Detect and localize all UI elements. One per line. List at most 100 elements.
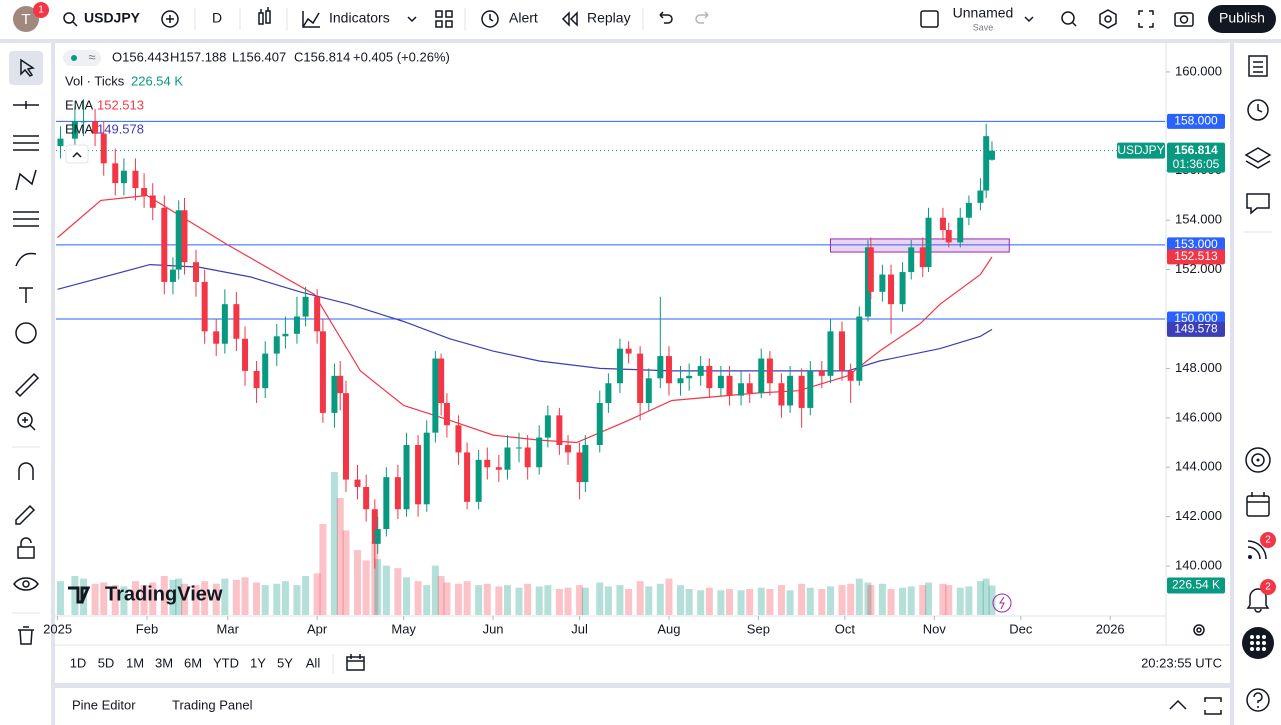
products-button-part[interactable] [1256, 647, 1260, 651]
lock-tool-part[interactable] [20, 537, 32, 547]
interval-button[interactable]: D [212, 10, 222, 26]
hotlists-button-part[interactable] [1245, 447, 1271, 473]
watchlist-button-part[interactable] [1253, 61, 1263, 73]
zoom-tool-part[interactable] [17, 412, 33, 428]
lock-tool[interactable] [17, 537, 35, 559]
cursor-tool[interactable] [20, 58, 35, 77]
alert-button-part[interactable] [481, 10, 499, 28]
indicators-button-part[interactable] [302, 12, 320, 28]
hotlists-button-part[interactable] [1256, 458, 1260, 462]
quick-search-part[interactable] [1061, 11, 1075, 25]
chart-type-button-part[interactable] [260, 7, 269, 13]
chart-type-button[interactable] [258, 7, 271, 25]
products-button-part[interactable] [1262, 635, 1266, 639]
range-button[interactable]: All [306, 655, 321, 670]
watchlist-button-part[interactable] [1248, 55, 1268, 77]
settings-button-part[interactable] [1104, 15, 1112, 23]
products-button-part[interactable] [1250, 635, 1254, 639]
notifications-button[interactable]: 2 [1246, 579, 1276, 613]
bottom-tab[interactable]: Trading Panel [172, 697, 253, 712]
goto-date-button[interactable] [346, 654, 365, 671]
lock-tool-part[interactable] [17, 546, 35, 559]
range-button[interactable]: 6M [184, 655, 202, 670]
calendar-button-part[interactable] [1246, 495, 1270, 517]
layouts-button-part[interactable] [435, 10, 443, 18]
undo-button[interactable] [659, 11, 673, 24]
help-button-part[interactable] [1257, 706, 1259, 708]
draw-lock-tool[interactable] [15, 504, 36, 525]
alerts-button-part[interactable] [1257, 104, 1263, 113]
layouts-button[interactable] [435, 10, 453, 28]
delete-tool[interactable] [18, 626, 34, 645]
news-button[interactable]: 2 [1247, 532, 1276, 560]
help-button[interactable] [1246, 688, 1270, 712]
alert-button-part[interactable] [489, 14, 494, 22]
indicators-button-part[interactable] [302, 11, 320, 28]
products-button-part[interactable] [1256, 635, 1260, 639]
quick-search-part[interactable] [1071, 21, 1077, 27]
collapse-legend-part[interactable] [72, 151, 82, 158]
replay-button-part[interactable] [561, 11, 578, 27]
products-button-part[interactable] [1262, 647, 1266, 651]
notifications-button-part[interactable] [1260, 579, 1276, 595]
snapshot-button-part[interactable] [1179, 15, 1189, 24]
visibility-tool-part[interactable] [13, 577, 39, 591]
layout-name-part[interactable] [1024, 16, 1034, 23]
snapshot-button-part[interactable] [1174, 12, 1194, 27]
layouts-button-part[interactable] [435, 20, 443, 28]
settings-button-part[interactable] [1099, 9, 1117, 29]
watchlist-button[interactable] [1248, 55, 1268, 77]
range-button[interactable]: 1Y [250, 655, 266, 670]
publish-button[interactable]: Publish [1208, 5, 1276, 33]
symbol-search[interactable]: USDJPY [63, 10, 141, 27]
hotlists-button[interactable] [1245, 447, 1271, 473]
panel-maximize-button[interactable] [1204, 697, 1222, 715]
brush-tool[interactable] [15, 252, 37, 267]
products-button-part[interactable] [1250, 647, 1254, 651]
visibility-tool[interactable] [13, 577, 39, 591]
compare-button[interactable] [161, 10, 179, 28]
time-axis-settings-part[interactable] [1196, 627, 1202, 633]
range-button[interactable]: YTD [213, 655, 239, 670]
range-button[interactable]: 5Y [277, 655, 293, 670]
collapse-legend[interactable] [65, 144, 89, 164]
indicators-button[interactable]: Indicators [302, 10, 417, 28]
calendar-button-part[interactable] [1247, 492, 1269, 503]
pattern-tool[interactable] [15, 169, 37, 191]
layouts-button-part[interactable] [445, 20, 453, 28]
avatar-part[interactable] [33, 2, 49, 18]
snapshot-button[interactable] [1174, 12, 1194, 27]
indicators-button-part[interactable] [407, 16, 417, 23]
range-button[interactable]: 5D [98, 655, 115, 670]
emoji-tool[interactable] [15, 322, 37, 344]
hotlists-button-part[interactable] [1251, 453, 1265, 467]
products-button-part[interactable] [1262, 641, 1266, 645]
goto-date-button-part[interactable] [346, 656, 365, 671]
news-button-part[interactable] [1260, 532, 1276, 548]
zoom-tool-part[interactable] [22, 417, 36, 431]
layout-icon[interactable] [920, 10, 939, 28]
products-button[interactable] [1242, 627, 1274, 659]
symbol-search-part[interactable] [63, 12, 75, 24]
alerts-button-part[interactable] [1247, 99, 1269, 121]
alerts-button[interactable] [1247, 99, 1269, 121]
publish-button-part[interactable] [1208, 5, 1276, 33]
replay-button[interactable]: Replay [561, 10, 631, 27]
calendar-button[interactable] [1246, 492, 1270, 517]
range-button[interactable]: 1M [126, 655, 144, 670]
time-axis-settings-part[interactable] [1193, 624, 1205, 636]
settings-button[interactable] [1099, 9, 1117, 29]
ruler-tool[interactable] [14, 372, 40, 398]
help-button-part[interactable] [1246, 688, 1270, 712]
compare-button-part[interactable] [161, 10, 179, 28]
news-button-part[interactable] [1247, 540, 1267, 560]
symbol-search-part[interactable] [72, 21, 78, 27]
chat-button[interactable] [1246, 193, 1270, 215]
clock[interactable]: 20:23:55 UTC [1141, 655, 1222, 670]
layout-name[interactable]: Unnamed Save [953, 5, 1034, 33]
projection-tool[interactable] [13, 211, 39, 227]
news-button-part[interactable] [1248, 555, 1252, 559]
alert-button[interactable]: Alert [481, 10, 538, 28]
products-button-part[interactable] [1256, 641, 1260, 645]
range-button[interactable]: 3M [155, 655, 173, 670]
